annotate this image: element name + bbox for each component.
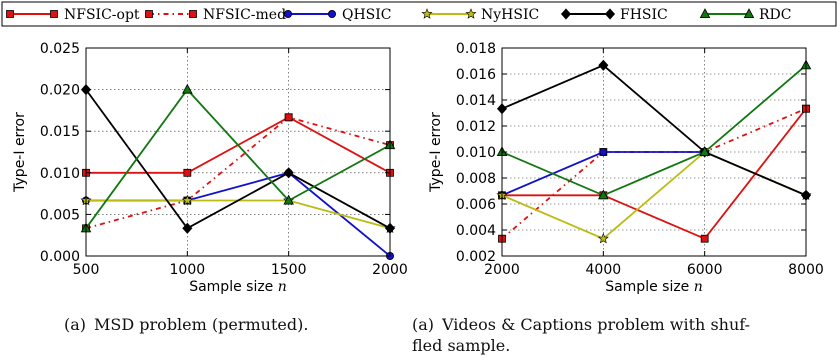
y-tick-label: 0.010 — [40, 166, 80, 182]
series-line — [85, 116, 391, 230]
legend-label: FHSIC — [620, 7, 668, 23]
data-point — [599, 147, 608, 156]
legend-marker — [145, 10, 153, 18]
legend: NFSIC-opt NFSIC-med QHSIC NyHSIC FHSIC RDC — [1, 1, 837, 27]
legend-label: RDC — [759, 7, 791, 23]
y-tick-label: 0.002 — [456, 249, 496, 265]
caption-right-tag: (a) — [412, 315, 435, 334]
legend-label: QHSIC — [342, 7, 392, 23]
series-RDC — [80, 83, 396, 233]
data-point — [183, 168, 192, 177]
y-tick-label: 0.020 — [40, 83, 80, 99]
series-FHSIC — [496, 59, 812, 201]
y-tick-label: 0.000 — [40, 249, 80, 265]
chart-2: 0.002 0.004 0.006 0.008 0.010 0.012 0.014 0.016… — [428, 41, 824, 295]
legend-item: NyHSIC — [421, 7, 539, 23]
caption-right-text-2: fled sample. — [412, 336, 511, 355]
legend-marker — [699, 8, 711, 19]
y-tick-label: 0.016 — [456, 67, 496, 83]
legend-marker — [465, 8, 477, 19]
data-point — [598, 59, 609, 71]
x-tick-label: 8000 — [788, 262, 824, 278]
x-tick-label: 2000 — [372, 262, 408, 278]
x-tick-label: 1000 — [170, 262, 206, 278]
chart-1: 0.000 0.005 0.010 0.015 0.020 0.025 500 1000 150… — [12, 41, 408, 295]
y-tick-label: 0.005 — [40, 207, 80, 223]
y-tick-label: 0.014 — [456, 93, 496, 109]
legend-marker — [743, 8, 755, 19]
legend-label: NFSIC-opt — [64, 7, 140, 23]
x-tick-label: 500 — [73, 262, 100, 278]
series-line — [85, 89, 391, 230]
caption-right-text: Videos & Captions problem with shuf- — [442, 315, 751, 334]
x-axis-label: Sample size n — [189, 279, 287, 295]
y-tick-label: 0.015 — [40, 124, 80, 140]
x-tick-label: 6000 — [687, 262, 723, 278]
legend-item: FHSIC — [560, 7, 668, 23]
legend-frame — [1, 1, 837, 27]
legend-marker — [50, 10, 58, 18]
y-tick-label: 0.010 — [456, 145, 496, 161]
legend-item: RDC — [699, 7, 791, 23]
data-point — [182, 222, 193, 234]
series-FHSIC — [80, 84, 396, 234]
y-tick-label: 0.008 — [456, 171, 496, 187]
y-tick-label: 0.012 — [456, 119, 496, 135]
series-line — [501, 64, 807, 197]
caption-left: (a) MSD problem (permuted). — [64, 314, 364, 335]
legend-marker — [189, 10, 197, 18]
x-tick-label: 2000 — [484, 262, 520, 278]
data-point — [284, 113, 293, 122]
legend-marker — [604, 8, 616, 20]
data-point — [699, 146, 710, 157]
y-axis-label: Type-I error — [428, 112, 444, 193]
series-line — [85, 88, 391, 229]
caption-right: (a) Videos & Captions problem with shuf- … — [412, 314, 832, 356]
legend-marker — [6, 10, 14, 18]
legend-marker — [560, 8, 572, 20]
data-point — [597, 232, 609, 244]
y-tick-label: 0.006 — [456, 197, 496, 213]
legend-marker — [283, 9, 292, 18]
legend-label: NyHSIC — [481, 7, 539, 23]
data-point — [598, 189, 609, 200]
x-axis-label: Sample size n — [605, 279, 703, 295]
plot-frame — [85, 47, 391, 257]
data-point — [182, 83, 193, 94]
data-point — [283, 167, 294, 179]
legend-item: NFSIC-opt — [6, 7, 140, 23]
y-tick-label: 0.004 — [456, 223, 496, 239]
y-tick-label: 0.018 — [456, 41, 496, 57]
y-tick-label: 0.025 — [40, 41, 80, 57]
legend-marker — [327, 9, 336, 18]
legend-item: NFSIC-med — [145, 7, 286, 23]
series-line — [501, 64, 807, 197]
legend-label: NFSIC-med — [203, 7, 286, 23]
caption-left-text: MSD problem (permuted). — [94, 315, 309, 334]
caption-left-tag: (a) — [64, 315, 87, 334]
x-tick-label: 1500 — [271, 262, 307, 278]
data-point — [181, 194, 193, 206]
legend-item: QHSIC — [283, 7, 392, 23]
legend-marker — [421, 8, 433, 19]
data-point — [700, 234, 709, 243]
y-axis-label: Type-I error — [12, 112, 28, 193]
data-point — [283, 194, 294, 205]
x-tick-label: 4000 — [586, 262, 622, 278]
